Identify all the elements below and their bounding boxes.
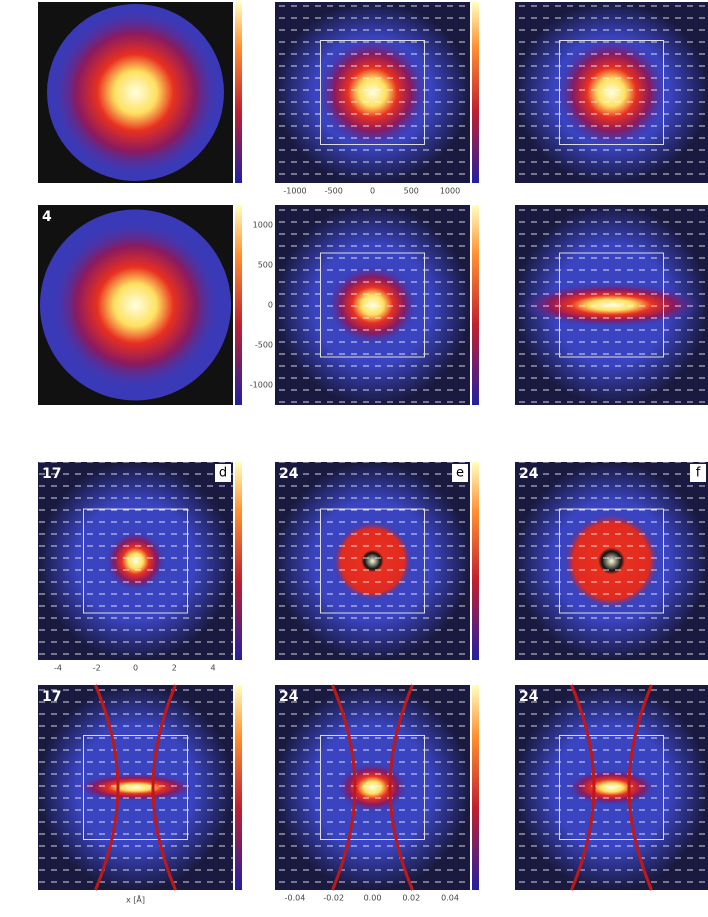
panel-tag: 24 (279, 689, 299, 705)
colorbar (235, 2, 242, 183)
vector-field (275, 205, 470, 405)
inner-box (320, 252, 425, 358)
inner-box (320, 735, 425, 840)
panel-letter: f (696, 466, 701, 481)
x-tick-label: 0 (370, 187, 375, 196)
letter-box (690, 464, 706, 482)
panel-tag: 17 (42, 689, 61, 705)
y-tick-label: -1000 (250, 381, 273, 390)
vector-field (515, 2, 708, 183)
inner-box (83, 508, 188, 614)
vector-field (275, 685, 470, 890)
field-line (331, 684, 357, 891)
x-tick-label: -2 (93, 664, 101, 673)
y-tick-label: 1000 (253, 221, 273, 230)
x-tick-label: 4 (210, 664, 215, 673)
x-tick-label: 0.02 (402, 894, 420, 903)
colorbar (472, 205, 479, 405)
colorbar (472, 2, 479, 183)
y-tick-label: -500 (255, 341, 273, 350)
panel-letter: e (456, 466, 464, 481)
colorbar (235, 205, 242, 405)
vector-field (275, 462, 470, 660)
colorbar (235, 462, 242, 660)
field-line (570, 684, 596, 891)
inner-box (83, 735, 188, 840)
x-tick-label: 0 (133, 664, 138, 673)
colorbar (472, 685, 479, 890)
x-tick-label: 1000 (440, 187, 460, 196)
panel-tag: 4 (42, 209, 52, 225)
x-axis-label: x [Å] (126, 894, 145, 905)
x-tick-label: -1000 (283, 187, 306, 196)
x-tick-label: 0.04 (441, 894, 459, 903)
heat-core (50, 7, 221, 178)
vector-field (515, 685, 708, 890)
panel-letter: d (219, 466, 227, 481)
panel-tag: 24 (519, 689, 539, 705)
colorbar (235, 685, 242, 890)
letter-box (452, 464, 468, 482)
vector-field (515, 462, 708, 660)
field-line (151, 684, 177, 891)
x-tick-label: 500 (404, 187, 419, 196)
x-tick-label: -0.02 (323, 894, 344, 903)
field-line (388, 684, 414, 891)
vector-field (38, 685, 233, 890)
inner-box (320, 508, 425, 614)
vector-field (38, 462, 233, 660)
x-tick-label: 2 (172, 664, 177, 673)
colorbar (472, 462, 479, 660)
y-tick-label: 500 (258, 261, 273, 270)
field-line (94, 684, 120, 891)
vector-field (275, 2, 470, 183)
letter-box (215, 464, 231, 482)
x-tick-label: -500 (325, 187, 343, 196)
vector-field (515, 205, 708, 405)
x-tick-label: -4 (54, 664, 62, 673)
y-tick-label: 0 (268, 301, 273, 310)
inner-box (320, 40, 425, 145)
heat-core (50, 220, 221, 390)
panel-tag: 24 (519, 466, 539, 482)
inner-box (559, 508, 664, 614)
field-line (627, 684, 653, 891)
inner-box (559, 40, 664, 145)
panel-tag: 17 (42, 466, 61, 482)
inner-box (559, 735, 664, 840)
x-tick-label: -0.04 (285, 894, 306, 903)
inner-box (559, 252, 664, 358)
panel-tag: 24 (279, 466, 299, 482)
x-tick-label: 0.00 (364, 894, 382, 903)
